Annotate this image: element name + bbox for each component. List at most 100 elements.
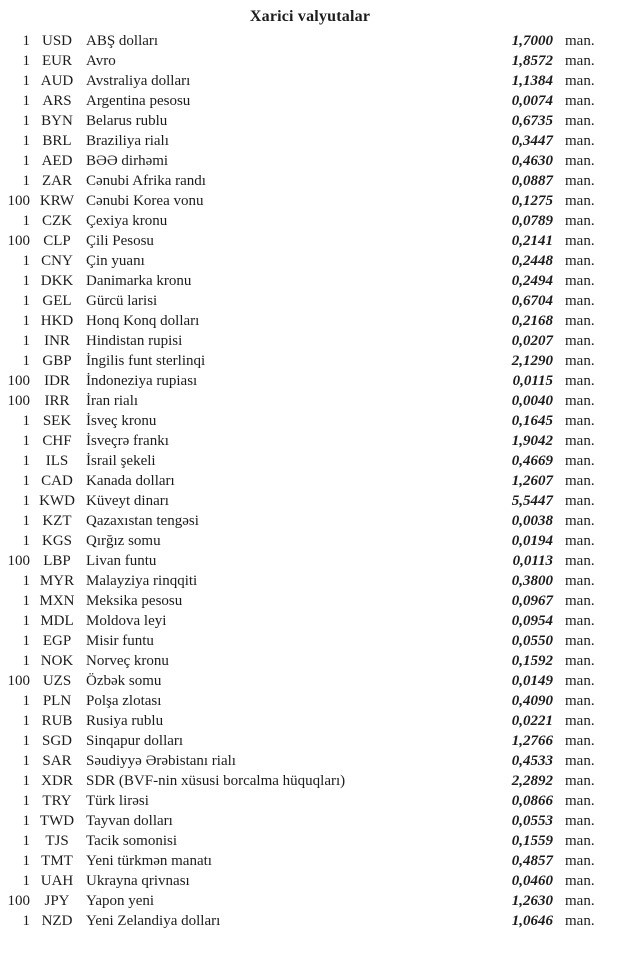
table-row: 1 AED BƏƏ dirhəmi 0,4630 man. bbox=[0, 151, 620, 171]
table-row: 100 IDR İndoneziya rupiası 0,0115 man. bbox=[0, 371, 620, 391]
quantity-cell: 100 bbox=[7, 193, 31, 209]
quantity-cell: 1 bbox=[22, 493, 31, 509]
currency-code-cell: EGP bbox=[42, 633, 72, 649]
unit-cell: man. bbox=[565, 873, 595, 889]
unit-cell: man. bbox=[565, 133, 595, 149]
unit-cell: man. bbox=[565, 493, 595, 509]
table-row: 100 UZS Özbək somu 0,0149 man. bbox=[0, 671, 620, 691]
currency-code-cell: UZS bbox=[42, 673, 72, 689]
currency-name-cell: Çili Pesosu bbox=[86, 233, 154, 249]
quantity-cell: 100 bbox=[7, 393, 31, 409]
currency-name-cell: Cənubi Afrika randı bbox=[86, 173, 206, 189]
unit-cell: man. bbox=[565, 853, 595, 869]
currency-name-cell: Qırğız somu bbox=[86, 533, 161, 549]
quantity-cell: 1 bbox=[22, 873, 31, 889]
quantity-cell: 1 bbox=[22, 413, 31, 429]
unit-cell: man. bbox=[565, 293, 595, 309]
rate-cell: 0,0221 bbox=[511, 713, 553, 729]
unit-cell: man. bbox=[565, 353, 595, 369]
rate-cell: 0,4533 bbox=[511, 753, 553, 769]
currency-code-cell: LBP bbox=[43, 553, 71, 569]
unit-cell: man. bbox=[565, 333, 595, 349]
quantity-cell: 1 bbox=[22, 133, 31, 149]
table-row: 1 HKD Honq Konq dolları 0,2168 man. bbox=[0, 311, 620, 331]
currency-name-cell: Yapon yeni bbox=[86, 893, 155, 909]
rate-cell: 0,4090 bbox=[511, 693, 553, 709]
currency-name-cell: İngilis funt sterlinqi bbox=[86, 353, 206, 369]
unit-cell: man. bbox=[565, 173, 595, 189]
currency-name-cell: Sinqapur dolları bbox=[86, 733, 184, 749]
quantity-cell: 1 bbox=[22, 113, 31, 129]
currency-code-cell: UAH bbox=[40, 873, 74, 889]
rate-cell: 0,1645 bbox=[511, 413, 553, 429]
unit-cell: man. bbox=[565, 233, 595, 249]
table-row: 1 MDL Moldova leyi 0,0954 man. bbox=[0, 611, 620, 631]
unit-cell: man. bbox=[565, 73, 595, 89]
currency-name-cell: Belarus rublu bbox=[86, 113, 168, 129]
quantity-cell: 1 bbox=[22, 773, 31, 789]
currency-name-cell: Özbək somu bbox=[86, 673, 162, 689]
currency-code-cell: CLP bbox=[43, 233, 71, 249]
currency-code-cell: BRL bbox=[42, 133, 72, 149]
rate-cell: 0,0074 bbox=[511, 93, 553, 109]
currency-code-cell: SGD bbox=[41, 733, 72, 749]
unit-cell: man. bbox=[565, 833, 595, 849]
table-row: 100 IRR İran rialı 0,0040 man. bbox=[0, 391, 620, 411]
table-row: 1 ZAR Cənubi Afrika randı 0,0887 man. bbox=[0, 171, 620, 191]
table-row: 100 JPY Yapon yeni 1,2630 man. bbox=[0, 891, 620, 911]
unit-cell: man. bbox=[565, 813, 595, 829]
unit-cell: man. bbox=[565, 373, 595, 389]
rate-cell: 0,0149 bbox=[511, 673, 553, 689]
unit-cell: man. bbox=[565, 513, 595, 529]
unit-cell: man. bbox=[565, 553, 595, 569]
table-row: 1 PLN Polşa zlotası 0,4090 man. bbox=[0, 691, 620, 711]
quantity-cell: 1 bbox=[22, 633, 31, 649]
currency-name-cell: Rusiya rublu bbox=[86, 713, 164, 729]
rate-cell: 0,2168 bbox=[511, 313, 553, 329]
unit-cell: man. bbox=[565, 433, 595, 449]
rate-cell: 0,0115 bbox=[512, 373, 553, 389]
currency-code-cell: DKK bbox=[40, 273, 74, 289]
currency-name-cell: Moldova leyi bbox=[86, 613, 167, 629]
rate-cell: 0,0550 bbox=[511, 633, 553, 649]
currency-code-cell: BYN bbox=[41, 113, 73, 129]
quantity-cell: 1 bbox=[22, 813, 31, 829]
table-row: 1 MXN Meksika pesosu 0,0967 man. bbox=[0, 591, 620, 611]
unit-cell: man. bbox=[565, 153, 595, 169]
currency-code-cell: SAR bbox=[42, 753, 72, 769]
unit-cell: man. bbox=[565, 473, 595, 489]
currency-code-cell: NZD bbox=[41, 913, 73, 929]
rate-cell: 0,1592 bbox=[511, 653, 553, 669]
rate-cell: 2,2892 bbox=[511, 773, 553, 789]
currency-name-cell: Meksika pesosu bbox=[86, 593, 183, 609]
rate-cell: 0,0789 bbox=[511, 213, 553, 229]
quantity-cell: 1 bbox=[22, 593, 31, 609]
currency-name-cell: Yeni türkmən manatı bbox=[86, 853, 212, 869]
currency-name-cell: Norveç kronu bbox=[86, 653, 169, 669]
currency-name-cell: Malayziya rinqqiti bbox=[86, 573, 198, 589]
rate-cell: 0,0887 bbox=[511, 173, 553, 189]
rate-cell: 1,9042 bbox=[511, 433, 553, 449]
rate-cell: 0,0207 bbox=[511, 333, 553, 349]
table-row: 1 CAD Kanada dolları 1,2607 man. bbox=[0, 471, 620, 491]
table-row: 1 SEK İsveç kronu 0,1645 man. bbox=[0, 411, 620, 431]
rate-cell: 0,0954 bbox=[511, 613, 553, 629]
rate-cell: 1,0646 bbox=[511, 913, 553, 929]
table-row: 1 SGD Sinqapur dolları 1,2766 man. bbox=[0, 731, 620, 751]
table-row: 1 KWD Küveyt dinarı 5,5447 man. bbox=[0, 491, 620, 511]
rate-cell: 0,0967 bbox=[511, 593, 553, 609]
unit-cell: man. bbox=[565, 313, 595, 329]
table-row: 1 KZT Qazaxıstan tengəsi 0,0038 man. bbox=[0, 511, 620, 531]
table-row: 1 DKK Danimarka kronu 0,2494 man. bbox=[0, 271, 620, 291]
table-row: 1 TJS Tacik somonisi 0,1559 man. bbox=[0, 831, 620, 851]
rate-cell: 1,2630 bbox=[511, 893, 553, 909]
rate-cell: 0,0038 bbox=[511, 513, 553, 529]
currency-name-cell: Türk lirəsi bbox=[86, 793, 149, 809]
currency-name-cell: Çin yuanı bbox=[86, 253, 145, 269]
currency-name-cell: Tayvan dolları bbox=[86, 813, 173, 829]
quantity-cell: 1 bbox=[22, 733, 31, 749]
currency-name-cell: Gürcü larisi bbox=[86, 293, 158, 309]
rate-cell: 0,4669 bbox=[511, 453, 553, 469]
unit-cell: man. bbox=[565, 573, 595, 589]
currency-code-cell: IDR bbox=[44, 373, 70, 389]
